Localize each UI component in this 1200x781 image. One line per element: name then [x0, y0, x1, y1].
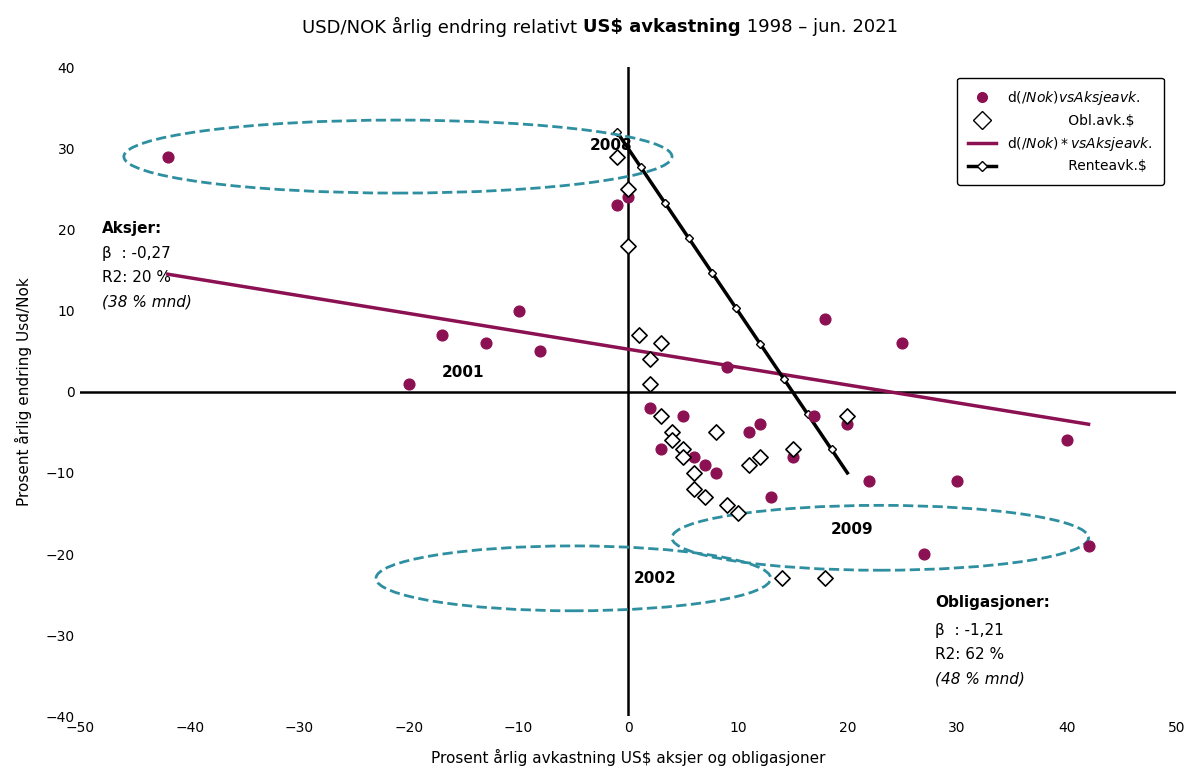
Y-axis label: Prosent årlig endring Usd/Nok: Prosent årlig endring Usd/Nok [14, 277, 32, 506]
Point [805, 410, 824, 423]
Point [618, 183, 637, 195]
Point [509, 305, 528, 317]
Text: (48 % mnd): (48 % mnd) [935, 672, 1025, 686]
Text: 2008: 2008 [589, 137, 632, 152]
Point [750, 418, 769, 430]
Point [772, 572, 791, 585]
Point [1057, 434, 1076, 447]
Legend: d($/Nok)  vs  Aksjeavk.$,               Obl.avk.$, d($/Nok)* vs  Aksjeavk.$,    : d($/Nok) vs Aksjeavk.$, Obl.avk.$, d($/N… [956, 77, 1164, 184]
Text: 2001: 2001 [442, 365, 485, 380]
Point [641, 377, 660, 390]
Text: USD/NOK årlig endring relativt: USD/NOK årlig endring relativt [302, 16, 583, 37]
Point [718, 362, 737, 374]
Point [914, 547, 934, 560]
Point [893, 337, 912, 349]
Point [607, 150, 626, 162]
Text: 2002: 2002 [634, 571, 677, 586]
Point [684, 467, 703, 480]
Point [707, 426, 726, 439]
Text: US$ avkastning: US$ avkastning [583, 17, 740, 36]
Point [695, 491, 714, 504]
Point [400, 377, 419, 390]
Point [739, 458, 758, 471]
Point [838, 410, 857, 423]
Point [630, 329, 649, 341]
Point [816, 312, 835, 325]
Point [1079, 540, 1098, 552]
Point [859, 475, 878, 487]
Point [718, 499, 737, 512]
Point [662, 434, 682, 447]
Point [673, 451, 692, 463]
Text: Aksjer:: Aksjer: [102, 222, 162, 237]
Point [782, 442, 802, 455]
Point [158, 150, 178, 162]
Point [750, 451, 769, 463]
Point [838, 418, 857, 430]
Point [673, 442, 692, 455]
Point [728, 507, 748, 519]
Point [618, 240, 637, 252]
Point [652, 337, 671, 349]
Point [739, 426, 758, 439]
Point [530, 345, 550, 358]
Point [707, 467, 726, 480]
Point [782, 451, 802, 463]
Point [761, 491, 780, 504]
Point [948, 475, 967, 487]
Point [684, 451, 703, 463]
Point [695, 458, 714, 471]
Text: 2009: 2009 [830, 522, 874, 537]
Point [673, 410, 692, 423]
Point [662, 426, 682, 439]
Text: Obligasjoner:: Obligasjoner: [935, 594, 1050, 609]
Text: β  : -0,27: β : -0,27 [102, 246, 170, 261]
Point [641, 353, 660, 366]
X-axis label: Prosent årlig avkastning US$ aksjer og obligasjoner: Prosent årlig avkastning US$ aksjer og o… [431, 749, 826, 766]
Text: (38 % mnd): (38 % mnd) [102, 294, 192, 309]
Text: β  : -1,21: β : -1,21 [935, 623, 1004, 638]
Point [476, 337, 496, 349]
Point [641, 401, 660, 414]
Point [652, 442, 671, 455]
Point [607, 199, 626, 212]
Text: R2: 20 %: R2: 20 % [102, 270, 170, 285]
Point [816, 572, 835, 585]
Point [684, 483, 703, 495]
Point [618, 191, 637, 203]
Point [432, 329, 451, 341]
Point [652, 410, 671, 423]
Text: R2: 62 %: R2: 62 % [935, 647, 1004, 662]
Text: 1998 – jun. 2021: 1998 – jun. 2021 [740, 17, 898, 36]
